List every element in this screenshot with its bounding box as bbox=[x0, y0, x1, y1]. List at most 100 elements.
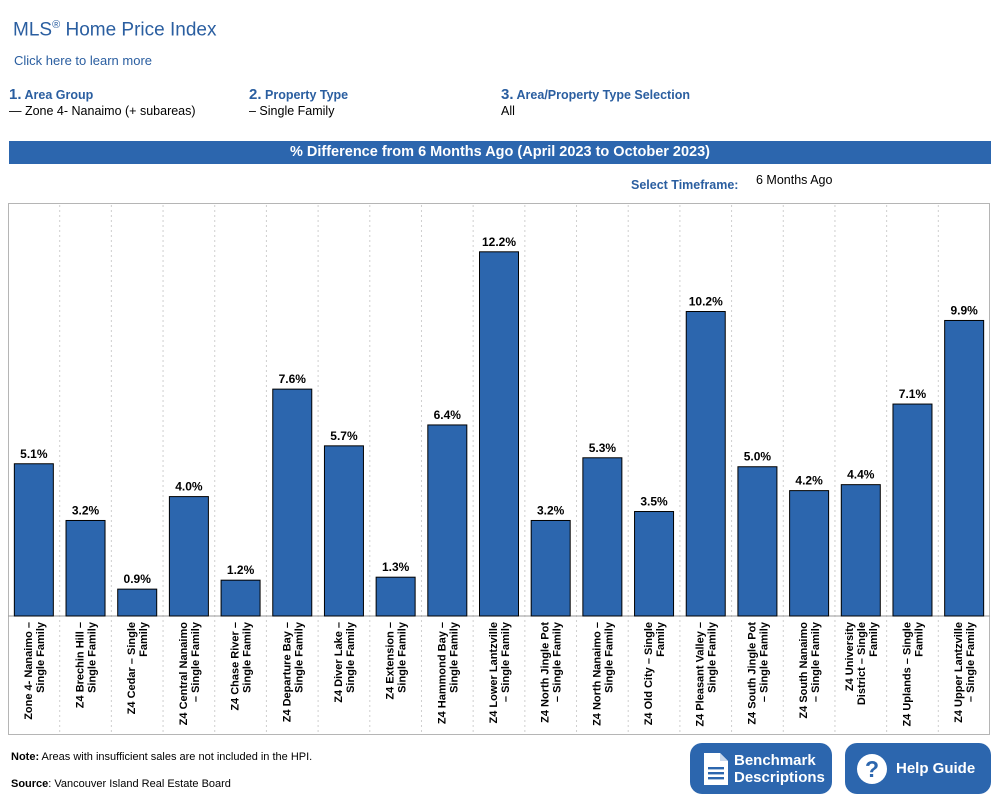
category-label: Single Family bbox=[242, 621, 254, 693]
data-label: 0.9% bbox=[124, 572, 152, 586]
area-property-selector[interactable]: 3. Area/Property Type Selection All bbox=[501, 86, 690, 118]
category-label: Z4 Central Nanaimo bbox=[178, 622, 190, 726]
bar[interactable] bbox=[582, 457, 623, 617]
document-icon bbox=[704, 752, 728, 785]
data-label: 5.0% bbox=[744, 450, 772, 464]
footer-note: Note: Areas with insufficient sales are … bbox=[11, 751, 313, 763]
data-label: 10.2% bbox=[689, 295, 723, 309]
category-label: Z4 North Jingle Pot bbox=[540, 622, 552, 723]
bar[interactable] bbox=[375, 576, 416, 617]
category-label: – Single Family bbox=[758, 621, 770, 702]
help-guide-button[interactable]: ? Help Guide bbox=[845, 743, 991, 794]
bar-chart: 5.1%Zone 4- Nanaimo – Single Family3.2%Z4… bbox=[8, 205, 990, 733]
bar[interactable] bbox=[427, 424, 468, 617]
category-label: Family bbox=[138, 621, 150, 657]
category-label: Family bbox=[913, 621, 925, 657]
bar[interactable] bbox=[840, 484, 881, 617]
bar[interactable] bbox=[13, 463, 54, 617]
data-label: 1.3% bbox=[382, 560, 410, 574]
area-property-value: All bbox=[501, 104, 515, 118]
data-label: 3.2% bbox=[72, 503, 100, 517]
data-label: 9.9% bbox=[950, 303, 978, 317]
category-label: – Single Family bbox=[190, 621, 202, 702]
category-label: Z4 Upper Lantzville bbox=[953, 622, 965, 723]
bar[interactable] bbox=[737, 466, 778, 617]
data-label: 7.1% bbox=[899, 387, 927, 401]
data-label: 4.2% bbox=[795, 474, 823, 488]
data-label: 3.2% bbox=[537, 503, 565, 517]
category-label: – Single Family bbox=[810, 621, 822, 702]
category-label: District – Single bbox=[856, 622, 868, 705]
bar[interactable] bbox=[530, 519, 571, 617]
bar[interactable] bbox=[944, 319, 985, 617]
category-label: Z4 Brechin Hill – bbox=[75, 622, 87, 708]
data-label: 5.1% bbox=[20, 447, 48, 461]
category-label: – Single Family bbox=[552, 621, 564, 702]
category-label: Single Family bbox=[345, 621, 357, 693]
bar[interactable] bbox=[685, 311, 726, 617]
property-type-selector[interactable]: 2. Property Type – Single Family bbox=[249, 86, 349, 118]
category-label: Z4 University bbox=[844, 621, 856, 691]
category-label: Z4 Diver Lake – bbox=[333, 622, 345, 703]
category-label: Single Family bbox=[397, 621, 409, 693]
category-label: – Single Family bbox=[500, 621, 512, 702]
category-label: Z4 Uplands – Single bbox=[901, 622, 913, 727]
category-label: Z4 Hammond Bay – bbox=[436, 622, 448, 724]
page-title: MLS® Home Price Index bbox=[13, 19, 217, 41]
category-label: Z4 Departure Bay – bbox=[281, 622, 293, 722]
category-label: Zone 4- Nanaimo – bbox=[23, 622, 35, 720]
bar[interactable] bbox=[168, 496, 209, 617]
category-label: Family bbox=[655, 621, 667, 657]
bar[interactable] bbox=[634, 511, 675, 617]
data-label: 6.4% bbox=[434, 408, 462, 422]
property-type-label: Property Type bbox=[265, 88, 349, 102]
data-label: 5.7% bbox=[330, 429, 358, 443]
category-label: Single Family bbox=[293, 621, 305, 693]
area-property-label: Area/Property Type Selection bbox=[516, 88, 690, 102]
bar[interactable] bbox=[272, 388, 313, 617]
category-label: Single Family bbox=[448, 621, 460, 693]
data-label: 1.2% bbox=[227, 563, 255, 577]
area-group-label: Area Group bbox=[24, 88, 94, 102]
timeframe-label: Select Timeframe: bbox=[631, 178, 739, 192]
benchmark-descriptions-button[interactable]: Benchmark Descriptions bbox=[690, 743, 832, 794]
chart-banner: % Difference from 6 Months Ago (April 20… bbox=[9, 141, 991, 164]
data-label: 7.6% bbox=[279, 372, 307, 386]
data-label: 3.5% bbox=[640, 495, 668, 509]
category-label: Z4 South Nanaimo bbox=[798, 622, 810, 719]
category-label: Single Family bbox=[87, 621, 99, 693]
area-group-selector[interactable]: 1. Area Group — Zone 4- Nanaimo (+ subar… bbox=[9, 86, 196, 118]
category-label: Z4 North Nanaimo – bbox=[591, 622, 603, 726]
bar[interactable] bbox=[892, 403, 933, 617]
timeframe-select[interactable]: 6 Months Ago bbox=[756, 173, 833, 187]
question-circle-icon: ? bbox=[857, 753, 887, 784]
category-label: Single Family bbox=[603, 621, 615, 693]
help-button-label: Help Guide bbox=[896, 760, 976, 777]
category-label: Z4 South Jingle Pot bbox=[746, 622, 758, 725]
category-label: Z4 Extension – bbox=[385, 622, 397, 700]
bar[interactable] bbox=[65, 519, 106, 617]
area-group-value: — Zone 4- Nanaimo (+ subareas) bbox=[9, 104, 196, 118]
learn-more-link[interactable]: Click here to learn more bbox=[14, 53, 152, 68]
bar[interactable] bbox=[479, 251, 519, 617]
bar[interactable] bbox=[323, 445, 364, 617]
category-label: Z4 Lower Lantzville bbox=[488, 622, 500, 723]
category-label: Z4 Old City – Single bbox=[643, 622, 655, 725]
data-label: 4.4% bbox=[847, 468, 875, 482]
category-label: – Single Family bbox=[965, 621, 977, 702]
category-label: Single Family bbox=[707, 621, 719, 693]
footer-source: Source: Vancouver Island Real Estate Boa… bbox=[11, 778, 231, 790]
data-label: 5.3% bbox=[589, 441, 617, 455]
category-label: Z4 Pleasant Valley – bbox=[695, 622, 707, 727]
bar[interactable] bbox=[117, 588, 158, 617]
property-type-value: – Single Family bbox=[249, 104, 335, 118]
category-label: Family bbox=[868, 621, 880, 657]
category-label: Z4 Chase River – bbox=[230, 622, 242, 711]
benchmark-button-label: Benchmark Descriptions bbox=[734, 751, 825, 786]
data-label: 4.0% bbox=[175, 480, 203, 494]
chart-frame bbox=[8, 203, 990, 735]
bar[interactable] bbox=[789, 490, 830, 617]
data-label: 12.2% bbox=[482, 235, 516, 249]
bar[interactable] bbox=[220, 579, 261, 617]
category-label: Single Family bbox=[35, 621, 47, 693]
